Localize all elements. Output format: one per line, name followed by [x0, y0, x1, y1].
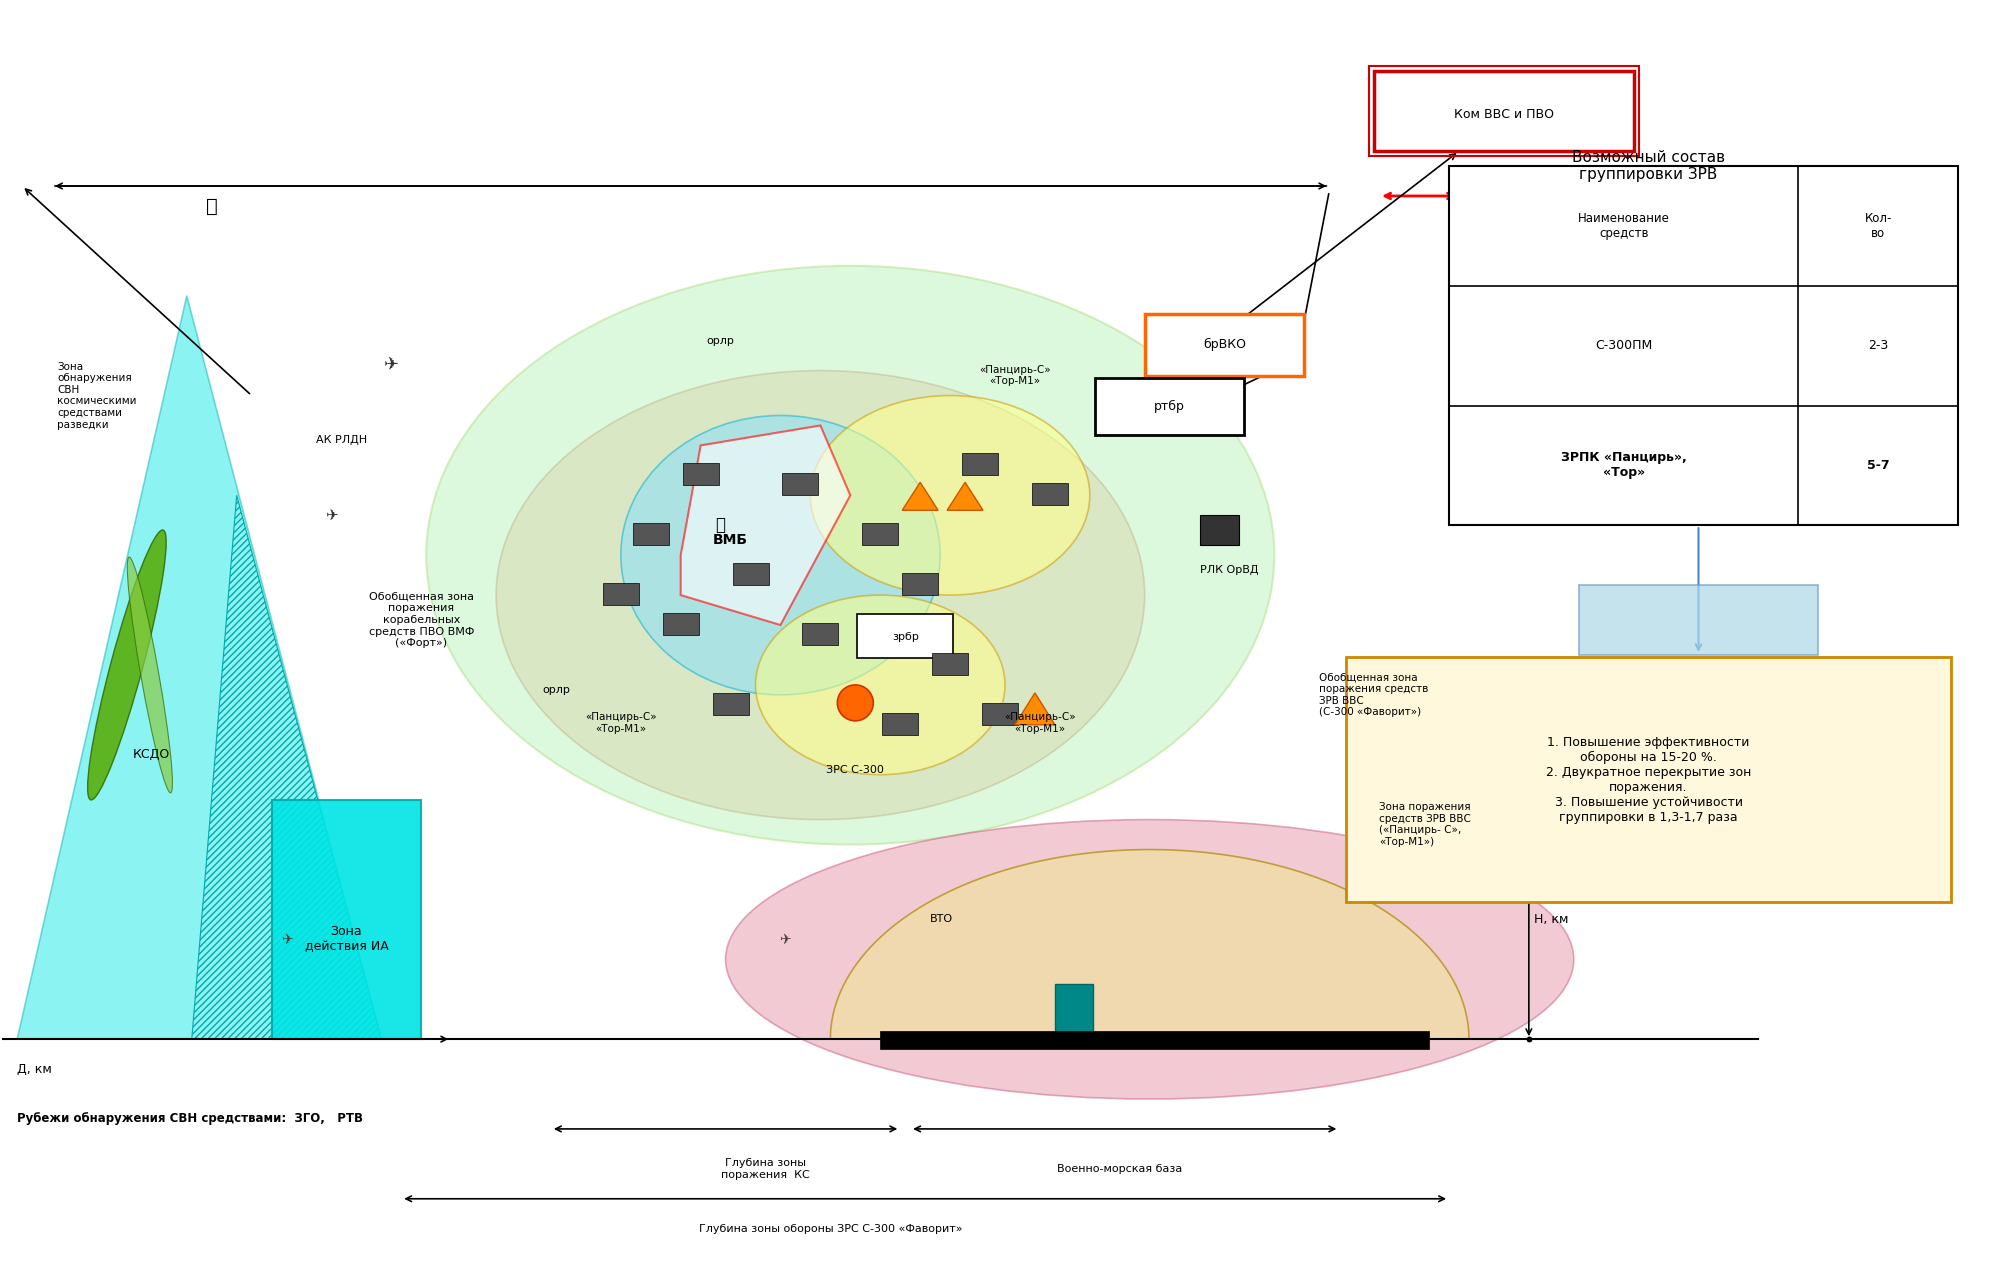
Bar [982, 703, 1018, 724]
Text: ВМБ: ВМБ [714, 533, 748, 547]
Text: 🛰: 🛰 [206, 196, 218, 215]
Polygon shape [680, 426, 850, 625]
Text: Зона поражения
средств ЗРВ ВВС
(«Панцирь- С»,
«Тор-М1»): Зона поражения средств ЗРВ ВВС («Панцирь… [1380, 802, 1472, 847]
Text: Обобщенная зона
поражения
корабельных
средств ПВО ВМФ
(«Форт»): Обобщенная зона поражения корабельных ср… [368, 592, 474, 648]
Bar [782, 473, 818, 495]
Text: Возможный состав
группировки ЗРВ: Возможный состав группировки ЗРВ [1572, 150, 1726, 182]
Text: С-300ПМ: С-300ПМ [1596, 339, 1652, 352]
Ellipse shape [756, 595, 1004, 775]
Bar [272, 799, 422, 1039]
Polygon shape [902, 482, 938, 510]
Bar [880, 1031, 1430, 1049]
Bar [882, 713, 918, 734]
Text: ЗРС С-300: ЗРС С-300 [826, 765, 884, 775]
Polygon shape [1014, 692, 1054, 724]
Text: Н, км: Н, км [1534, 913, 1568, 926]
Text: Глубина зоны
поражения  КС: Глубина зоны поражения КС [722, 1158, 810, 1179]
Bar [732, 564, 768, 585]
Bar [602, 583, 638, 606]
Text: ртбр: ртбр [1154, 400, 1186, 413]
Text: Обобщенная зона
поражения средств
ЗРВ ВВС
(С-300 «Фаворит»): Обобщенная зона поражения средств ЗРВ ВВ… [1320, 672, 1428, 718]
Text: Ком ВВС и ПВО: Ком ВВС и ПВО [1454, 107, 1554, 121]
Bar [1054, 984, 1092, 1039]
Text: Военно-морская база: Военно-морская база [1058, 1164, 1182, 1174]
Text: «Панцирь-С»
«Тор-М1»: «Панцирь-С» «Тор-М1» [586, 711, 656, 733]
Text: орлр: орлр [706, 335, 734, 346]
Text: «Панцирь-С»
«Тор-М1»: «Панцирь-С» «Тор-М1» [980, 365, 1050, 386]
Text: брВКО: брВКО [1204, 338, 1246, 351]
Text: Зона
обнаружения
СВН
космическими
средствами
разведки: Зона обнаружения СВН космическими средст… [58, 362, 136, 430]
Text: Наименование
средств: Наименование средств [1578, 212, 1670, 240]
Text: Кол-
во: Кол- во [1864, 212, 1892, 240]
Bar [802, 623, 838, 645]
Bar [632, 523, 668, 546]
Bar [1032, 483, 1068, 505]
Text: 2-3: 2-3 [1868, 339, 1888, 352]
Ellipse shape [620, 416, 940, 695]
Ellipse shape [726, 820, 1574, 1099]
Ellipse shape [810, 395, 1090, 595]
Ellipse shape [426, 265, 1274, 844]
Text: зрбр: зрбр [892, 632, 918, 643]
Bar [962, 454, 998, 476]
Text: ✈: ✈ [384, 357, 398, 375]
Text: орлр: орлр [542, 685, 570, 695]
Text: Глубина зоны обороны ЗРС С-300 «Фаворит»: Глубина зоны обороны ЗРС С-300 «Фаворит» [698, 1224, 962, 1234]
Bar [712, 692, 748, 715]
Bar [1450, 166, 1958, 525]
Text: ВТО: ВТО [930, 914, 954, 924]
Text: Рубежи обнаружения СВН средствами:  ЗГО,   РТВ: Рубежи обнаружения СВН средствами: ЗГО, … [18, 1113, 364, 1126]
FancyBboxPatch shape [1346, 657, 1950, 903]
Circle shape [838, 685, 874, 720]
Text: 1. Повышение эффективности
обороны на 15-20 %.
2. Двукратное перекрытие зон
пора: 1. Повышение эффективности обороны на 15… [1546, 736, 1752, 824]
Ellipse shape [496, 371, 1144, 820]
Text: АК РЛДН: АК РЛДН [316, 436, 368, 445]
FancyBboxPatch shape [1094, 377, 1244, 436]
Bar [662, 613, 698, 635]
Text: Зона
действия ИА: Зона действия ИА [304, 926, 388, 954]
Bar [862, 523, 898, 546]
Bar [682, 463, 718, 486]
Text: ЗРПК «Панцирь»,
«Тор»: ЗРПК «Панцирь», «Тор» [1560, 451, 1686, 479]
Text: КСДО: КСДО [134, 748, 170, 761]
Polygon shape [18, 296, 382, 1039]
Bar [1578, 585, 1818, 655]
Bar [902, 574, 938, 595]
Text: Д, км: Д, км [18, 1062, 52, 1076]
Text: ✈: ✈ [780, 932, 792, 946]
Text: «Панцирь-С»
«Тор-М1»: «Панцирь-С» «Тор-М1» [1004, 711, 1076, 733]
FancyBboxPatch shape [858, 615, 954, 658]
FancyBboxPatch shape [1144, 314, 1304, 376]
Polygon shape [830, 849, 1468, 1039]
Text: ✈: ✈ [280, 932, 292, 946]
Text: РЛК ОрВД: РЛК ОрВД [1200, 565, 1258, 575]
Ellipse shape [88, 530, 166, 799]
Ellipse shape [128, 557, 172, 793]
Text: ✈: ✈ [326, 507, 338, 523]
Text: 🚢: 🚢 [716, 516, 726, 534]
Polygon shape [948, 482, 984, 510]
Bar [932, 653, 968, 674]
Bar [1200, 515, 1240, 546]
Text: 5-7: 5-7 [1866, 459, 1890, 472]
FancyBboxPatch shape [1374, 71, 1634, 150]
